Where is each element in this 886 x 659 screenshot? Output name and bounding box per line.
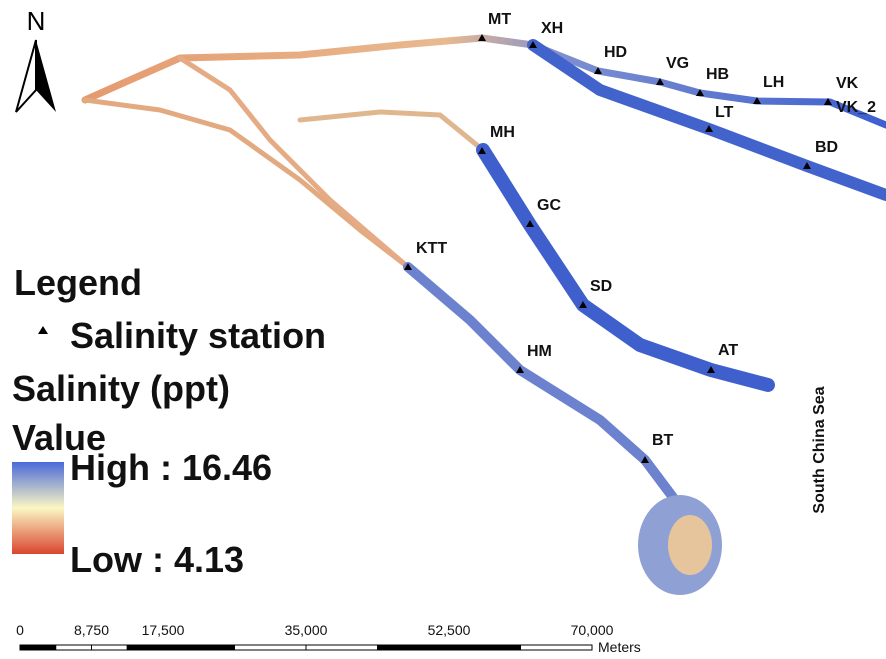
rivers xyxy=(81,34,886,595)
station-marker xyxy=(656,78,664,85)
stations: MT XH HD VG HB LH VK VK_2 LT BD MH GC SD AT KTT HM BT xyxy=(404,11,876,463)
scale-segment xyxy=(91,644,128,651)
station-marker xyxy=(696,89,704,96)
station-label: HM xyxy=(527,343,552,360)
scale-segment xyxy=(55,644,92,651)
station-marker xyxy=(404,263,412,270)
scale-label: 52,500 xyxy=(428,622,471,638)
station-marker xyxy=(579,301,587,308)
station-label: VK_2 xyxy=(836,99,876,116)
station-marker xyxy=(516,366,524,373)
station-marker xyxy=(824,98,832,105)
station-marker xyxy=(641,456,649,463)
station-label: VK xyxy=(836,75,859,92)
legend-title: Legend xyxy=(14,262,142,303)
station-label: AT xyxy=(718,342,738,359)
station-label: VG xyxy=(666,55,689,72)
scale-segment xyxy=(448,644,521,651)
station-label: GC xyxy=(537,197,561,214)
station-label: LT xyxy=(715,104,734,121)
legend-station: Salinity station xyxy=(70,315,326,356)
legend-station-symbol xyxy=(38,326,48,334)
scale-segment xyxy=(162,644,235,651)
legend-ramp xyxy=(12,462,64,554)
legend: Legend Salinity station Salinity (ppt) V… xyxy=(12,262,326,580)
station-marker xyxy=(478,34,486,41)
scale-label: 8,750 xyxy=(74,622,109,638)
station-marker xyxy=(753,97,761,104)
station-label: KTT xyxy=(416,240,447,257)
station-label: MT xyxy=(488,11,511,28)
estuary-core xyxy=(668,515,712,575)
station-label: BT xyxy=(652,432,674,449)
legend-low: Low : 4.13 xyxy=(70,539,244,580)
scale-label: 35,000 xyxy=(285,622,328,638)
legend-layer: Salinity (ppt) xyxy=(12,368,230,409)
scale-label: 17,500 xyxy=(142,622,185,638)
station-marker xyxy=(803,162,811,169)
station-label: HB xyxy=(706,66,729,83)
legend-high: High : 16.46 xyxy=(70,447,272,488)
scale-label: 70,000 xyxy=(571,622,614,638)
scale-segment xyxy=(377,644,450,651)
station-marker xyxy=(594,67,602,74)
station-marker xyxy=(529,41,537,48)
north-label: N xyxy=(27,6,46,36)
scale-segment xyxy=(520,644,593,651)
station-label: BD xyxy=(815,139,838,156)
scale-unit: Meters xyxy=(598,639,641,655)
sea-label: South China Sea xyxy=(811,386,828,513)
north-arrow: N xyxy=(15,6,56,113)
arrow-left xyxy=(15,39,37,113)
station-marker xyxy=(705,125,713,132)
station-marker xyxy=(526,220,534,227)
station-label: MH xyxy=(490,124,515,141)
scale-segment xyxy=(126,644,164,651)
arrow-right xyxy=(36,40,56,112)
station-label: SD xyxy=(590,278,612,295)
station-label: XH xyxy=(541,20,563,37)
scale-segment xyxy=(19,644,57,651)
scale-segment xyxy=(305,644,378,651)
legend-field: Value xyxy=(12,417,106,458)
station-marker xyxy=(707,366,715,373)
scale-segment xyxy=(234,644,307,651)
station-label: LH xyxy=(763,74,784,91)
scale-label: 0 xyxy=(16,622,24,638)
station-label: HD xyxy=(604,44,627,61)
station-marker xyxy=(478,147,486,154)
